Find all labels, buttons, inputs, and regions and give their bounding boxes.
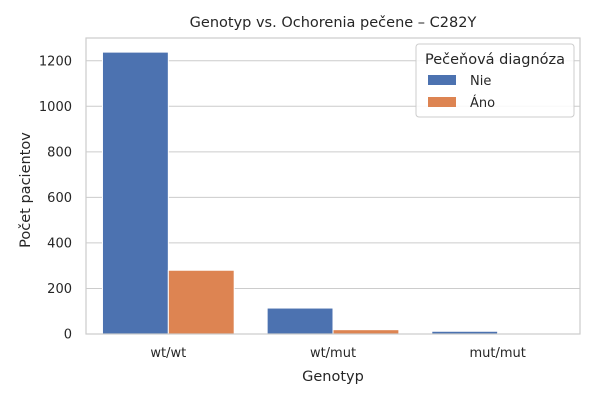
y-tick-label: 800 bbox=[47, 145, 72, 160]
legend-label-ano: Áno bbox=[470, 95, 495, 111]
y-tick-label: 200 bbox=[47, 282, 72, 297]
y-tick-label: 600 bbox=[47, 191, 72, 206]
y-tick-label: 400 bbox=[47, 236, 72, 251]
plot-frame bbox=[85, 37, 581, 335]
x-tick-label: wt/wt bbox=[150, 346, 186, 361]
x-tick-label: mut/mut bbox=[469, 346, 525, 361]
bar-nie-0 bbox=[101, 51, 169, 335]
bar-nie-1 bbox=[266, 307, 334, 335]
chart-title: Genotyp vs. Ochorenia pečene – C282Y bbox=[190, 15, 477, 31]
legend-title: Pečeňová diagnóza bbox=[425, 52, 565, 68]
legend-swatch-nie bbox=[428, 75, 456, 85]
y-tick-label: 1000 bbox=[39, 100, 72, 115]
x-tick-label: wt/mut bbox=[310, 346, 356, 361]
y-axis-label: Počet pacientov bbox=[18, 132, 34, 248]
x-axis-label: Genotyp bbox=[302, 369, 364, 385]
plot-border bbox=[85, 37, 581, 335]
y-tick-label: 0 bbox=[64, 328, 72, 343]
legend-swatch-ano bbox=[428, 97, 456, 107]
bar-ano-0 bbox=[167, 269, 235, 335]
y-tick-label: 1200 bbox=[39, 54, 72, 69]
y-tick-labels: 0 200 400 600 800 1000 1200 bbox=[39, 54, 72, 342]
legend-label-nie: Nie bbox=[470, 74, 491, 89]
legend: Pečeňová diagnóza Nie Áno bbox=[415, 43, 575, 118]
bar-ano-1 bbox=[332, 329, 400, 335]
x-tick-labels: wt/wt wt/mut mut/mut bbox=[150, 346, 525, 361]
